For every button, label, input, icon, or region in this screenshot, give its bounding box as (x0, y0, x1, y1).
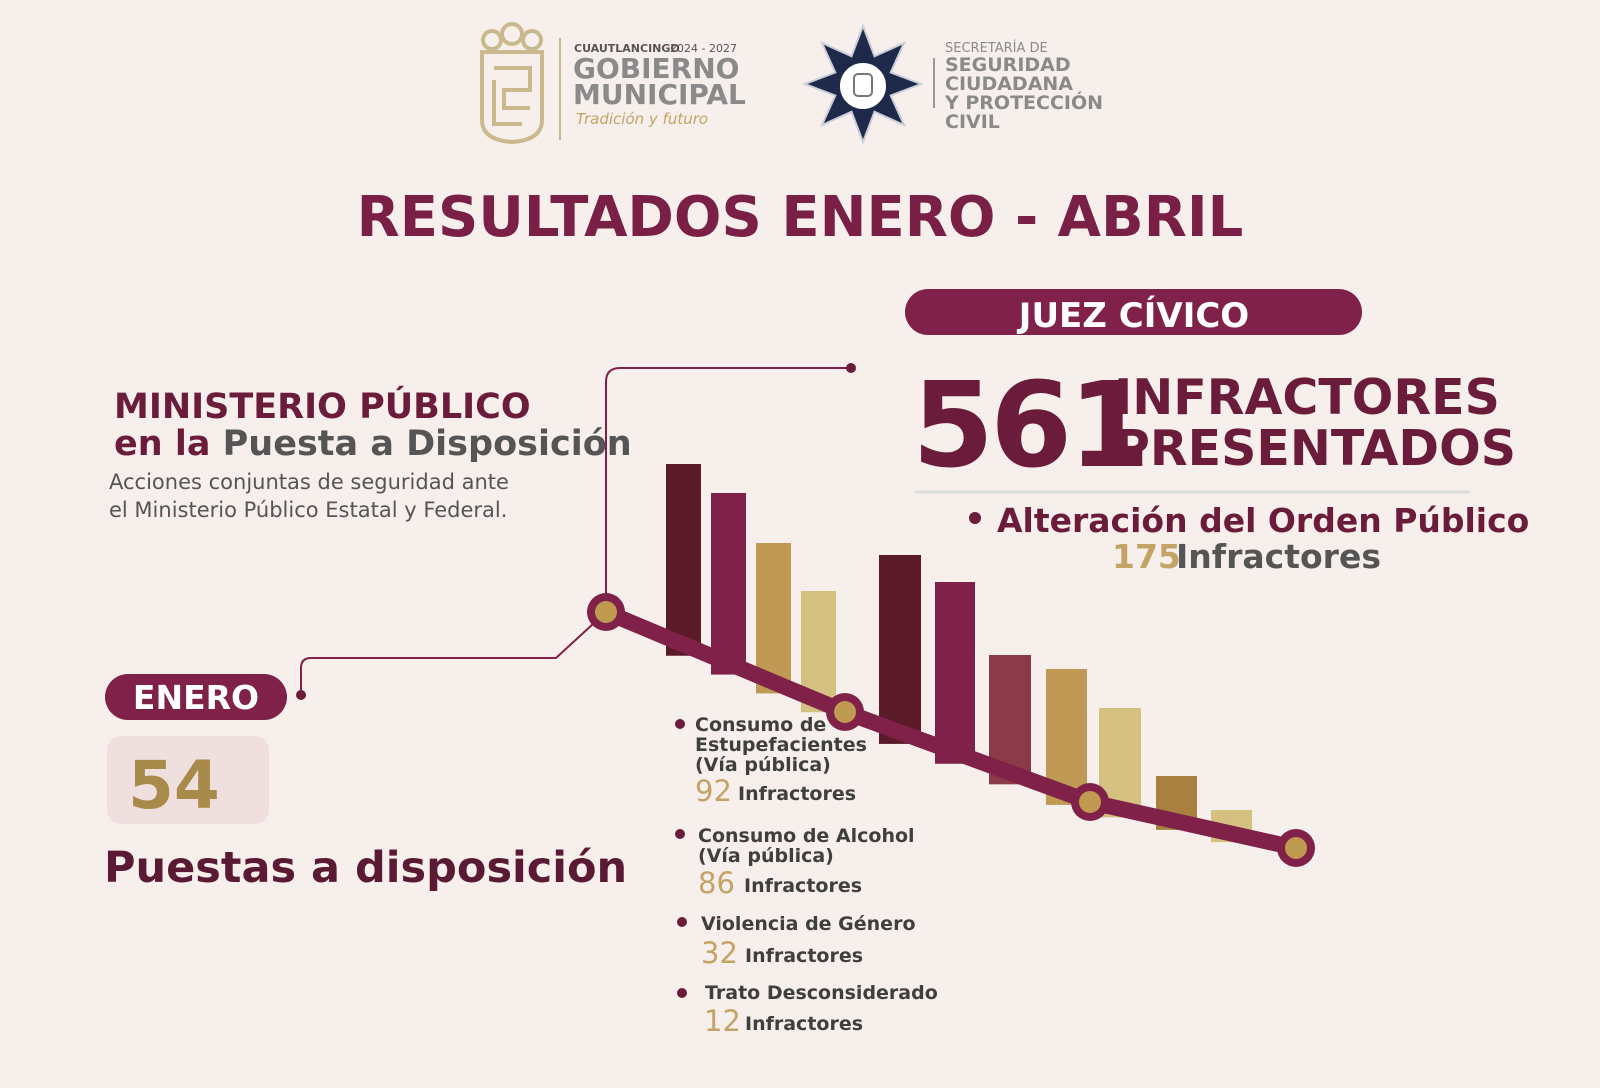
secretariat-text: CIVIL (945, 111, 1000, 133)
item-unit: Infractores (738, 783, 856, 805)
count-value: 54 (128, 747, 220, 824)
count-label: Puestas a disposición (104, 843, 627, 893)
page-title: RESULTADOS ENERO - ABRIL (357, 185, 1244, 250)
item-label: Estupefacientes (695, 734, 867, 756)
connector (300, 367, 851, 695)
item-label: Consumo de (695, 714, 826, 736)
trend-node-core (1079, 791, 1101, 813)
item-count: 175 (1112, 537, 1181, 576)
month-label: ENERO (133, 678, 259, 717)
decorative-bar (666, 464, 701, 656)
secretariat-logo (802, 23, 924, 145)
item-count: 32 (701, 936, 738, 970)
ministerio-description: el Ministerio Público Estatal y Federal. (109, 498, 507, 522)
municipality-title: MUNICIPAL (573, 78, 746, 111)
ministerio-heading: MINISTERIO PÚBLICO (114, 385, 531, 427)
item-count: 12 (704, 1004, 741, 1038)
connector-dot (296, 690, 306, 700)
item-label: Trato Desconsiderado (705, 982, 938, 1004)
decorative-bar (756, 543, 791, 694)
item-label: Alteración del Orden Público (997, 501, 1529, 540)
secretariat-text: SECRETARÍA DE (945, 40, 1048, 56)
heading-part: en la (114, 424, 210, 464)
item-unit: Infractores (1176, 537, 1381, 576)
municipality-slogan: Tradición y futuro (576, 110, 708, 128)
trend-nodes (587, 593, 1315, 867)
juez-total-label: PRESENTADOS (1114, 420, 1516, 477)
connector-dot (846, 363, 856, 373)
item-label: Consumo de Alcohol (698, 825, 915, 847)
juez-total: 561 (912, 356, 1146, 494)
secretariat-text: Y PROTECCIÓN (944, 90, 1103, 114)
secretariat-text: SEGURIDAD (945, 54, 1071, 76)
item-label: (Vía pública) (698, 845, 834, 867)
ministerio-description: Acciones conjuntas de seguridad ante (109, 470, 509, 494)
trend-node-core (834, 701, 856, 723)
juez-total-label: INFRACTORES (1114, 369, 1500, 426)
trend-node-core (1285, 837, 1307, 859)
decorative-bar (935, 582, 975, 764)
item-unit: Infractores (745, 1013, 863, 1035)
decorative-bar (711, 493, 746, 675)
bullet (969, 512, 981, 524)
juez-badge (905, 289, 1362, 335)
item-label: Violencia de Género (701, 913, 916, 935)
heading-part: Puesta a Disposición (223, 424, 632, 464)
bullet (677, 917, 687, 927)
item-count: 86 (698, 866, 735, 900)
item-unit: Infractores (744, 875, 862, 897)
month-badge (105, 674, 287, 720)
municipality-years: 2024 - 2027 (670, 42, 737, 55)
count-box (107, 736, 269, 824)
ministerio-heading: en la Puesta a Disposición (114, 424, 632, 464)
bullet (677, 988, 687, 998)
trend-node-core (595, 601, 617, 623)
decorative-bar (879, 555, 921, 744)
secretariat-text: CIUDADANA (945, 73, 1073, 95)
juez-badge-label: JUEZ CÍVICO (1017, 295, 1249, 336)
municipal-logo (480, 22, 561, 145)
trend-line (602, 604, 1298, 856)
item-unit: Infractores (745, 945, 863, 967)
municipality-name: CUAUTLANCINGO (574, 42, 680, 55)
bullet (675, 829, 685, 839)
item-count: 92 (695, 774, 732, 808)
bullet (675, 719, 685, 729)
item-label: (Vía pública) (695, 754, 831, 776)
municipality-title: GOBIERNO (573, 52, 739, 85)
